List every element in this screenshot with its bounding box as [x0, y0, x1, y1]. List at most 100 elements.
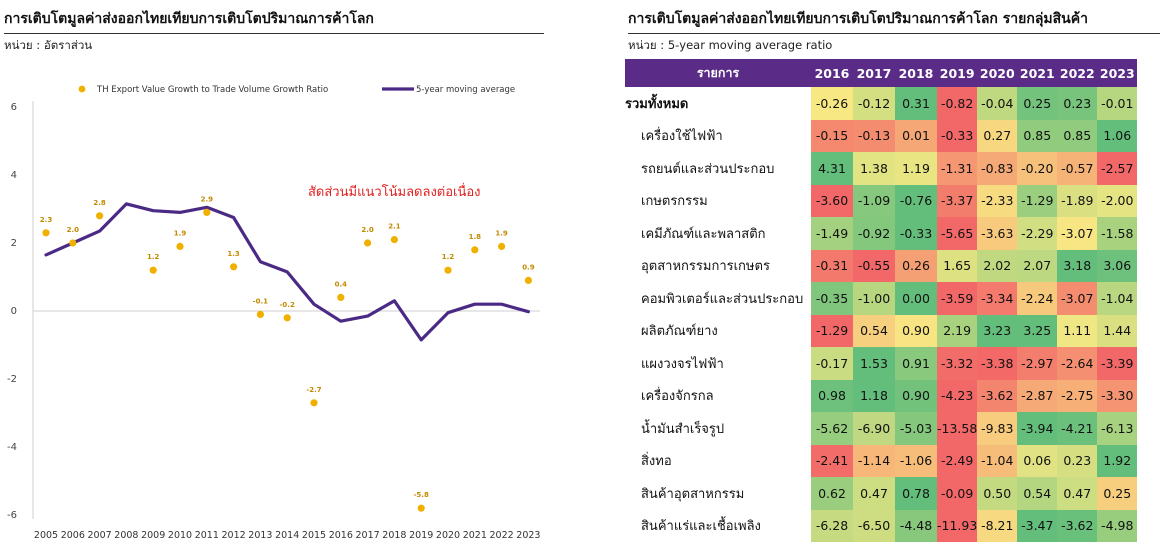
- x-tick-label: 2019: [409, 530, 433, 541]
- row-label: รวมทั้งหมด: [625, 87, 811, 120]
- heatmap-value-cell: 0.31: [895, 87, 937, 120]
- legend-scatter-marker: [78, 85, 86, 93]
- right-table-unit: หน่วย : 5-year moving average ratio: [628, 38, 833, 52]
- row-label: สินค้าอุตสาหกรรม: [625, 477, 811, 510]
- row-label: คอมพิวเตอร์และส่วนประกอบ: [625, 282, 811, 315]
- heatmap-value-cell: 1.18: [853, 379, 895, 412]
- ratio-point: [524, 276, 533, 284]
- point-data-label: 1.8: [469, 233, 482, 241]
- trend-annotation: สัดส่วนมีแนวโน้มลดลงต่อเนื่อง: [308, 183, 481, 200]
- ratio-point: [471, 246, 479, 254]
- year-header-cell: 2023: [1097, 59, 1138, 87]
- point-data-label: 2.0: [361, 226, 374, 234]
- legend-scatter-label: TH Export Value Growth to Trade Volume G…: [96, 85, 328, 95]
- heatmap-value-cell: -2.41: [811, 444, 853, 477]
- x-tick-label: 2014: [275, 530, 299, 541]
- heatmap-value-cell: 0.98: [811, 379, 853, 412]
- heatmap-value-cell: -1.06: [895, 444, 937, 477]
- heatmap-value-cell: 0.90: [895, 379, 937, 412]
- heatmap-value-cell: -1.04: [1097, 282, 1138, 315]
- x-tick-label: 2018: [382, 530, 406, 541]
- x-tick-label: 2021: [463, 530, 487, 541]
- left-chart-title: การเติบโตมูลค่าส่งออกไทยเทียบการเติบโตปร…: [4, 11, 374, 27]
- heatmap-value-cell: -0.12: [853, 87, 895, 120]
- heatmap-row: สินค้าแร่และเชื้อเพลิง -6.28 -6.50 -4.48 -11…: [625, 509, 1138, 542]
- y-tick-label: -2: [7, 374, 17, 385]
- heatmap-value-cell: -2.24: [1017, 282, 1058, 315]
- heatmap-value-cell: -3.60: [811, 184, 853, 217]
- heatmap-value-cell: -2.87: [1017, 379, 1058, 412]
- heatmap-value-cell: -3.38: [977, 347, 1018, 380]
- ratio-point: [310, 399, 318, 407]
- heatmap-value-cell: -1.14: [853, 444, 895, 477]
- left-chart-panel: การเติบโตมูลค่าส่งออกไทยเทียบการเติบโตปร…: [0, 0, 548, 551]
- heatmap-value-cell: 0.50: [977, 477, 1018, 510]
- row-label: รถยนต์และส่วนประกอบ: [625, 152, 811, 185]
- heatmap-value-cell: 1.11: [1057, 314, 1098, 347]
- heatmap-value-cell: -3.59: [937, 282, 978, 315]
- heatmap-value-cell: -3.47: [1017, 509, 1058, 542]
- heatmap-row: รวมทั้งหมด -0.26 -0.12 0.31 -0.82 -0.04 0.25 0.…: [625, 87, 1138, 120]
- heatmap-value-cell: 0.25: [1097, 477, 1138, 510]
- heatmap-value-cell: 0.91: [895, 347, 937, 380]
- point-data-label: -5.8: [414, 491, 429, 499]
- heatmap-value-cell: -3.63: [977, 217, 1018, 250]
- heatmap-value-cell: -0.35: [811, 282, 853, 315]
- heatmap-value-cell: -0.76: [895, 184, 937, 217]
- heatmap-value-cell: -0.13: [853, 119, 895, 152]
- heatmap-row: เครื่องใช้ไฟฟ้า -0.15 -0.13 0.01 -0.33 0.27 0.…: [625, 119, 1138, 152]
- row-label: ผลิตภัณฑ์ยาง: [625, 314, 811, 347]
- ratio-point: [256, 310, 264, 318]
- row-label: สิ่งทอ: [625, 444, 811, 477]
- heatmap-value-cell: -2.97: [1017, 347, 1058, 380]
- ratio-point: [69, 239, 77, 247]
- x-tick-label: 2020: [436, 530, 460, 541]
- point-data-label: -2.7: [306, 386, 321, 394]
- year-header-cell: 2017: [853, 59, 895, 87]
- heatmap-value-cell: 2.19: [937, 314, 978, 347]
- y-tick-label: 2: [11, 238, 17, 249]
- x-tick-label: 2005: [34, 530, 58, 541]
- heatmap-value-cell: 0.85: [1017, 119, 1058, 152]
- point-data-label: 0.4: [335, 280, 348, 288]
- ratio-point: [176, 242, 184, 250]
- heatmap-value-cell: -1.09: [853, 184, 895, 217]
- heatmap-value-cell: 0.06: [1017, 444, 1058, 477]
- heatmap-value-cell: -13.58: [937, 412, 978, 445]
- heatmap-value-cell: -2.57: [1097, 152, 1138, 185]
- heatmap-value-cell: 2.07: [1017, 249, 1058, 282]
- heatmap-row: รถยนต์และส่วนประกอบ 4.31 1.38 1.19 -1.31 -0.8…: [625, 152, 1138, 185]
- heatmap-value-cell: 2.02: [977, 249, 1018, 282]
- heatmap-value-cell: -1.58: [1097, 217, 1138, 250]
- x-tick-label: 2022: [490, 530, 514, 541]
- heatmap-value-cell: 1.38: [853, 152, 895, 185]
- point-data-label: 2.8: [93, 199, 106, 207]
- point-data-label: 1.3: [227, 250, 240, 258]
- heatmap-value-cell: -1.49: [811, 217, 853, 250]
- heatmap-row: คอมพิวเตอร์และส่วนประกอบ -0.35 -1.00 0.00 -3…: [625, 282, 1138, 315]
- heatmap-value-cell: -0.04: [977, 87, 1018, 120]
- x-tick-label: 2008: [114, 530, 138, 541]
- heatmap-value-cell: 0.23: [1057, 87, 1098, 120]
- year-header-cell: 2020: [977, 59, 1018, 87]
- heatmap-value-cell: -4.48: [895, 509, 937, 542]
- point-data-label: 1.9: [495, 229, 508, 237]
- point-data-label: -0.1: [253, 297, 268, 305]
- ratio-point: [42, 229, 50, 237]
- heatmap-value-cell: 0.01: [895, 119, 937, 152]
- heatmap-value-cell: -0.17: [811, 347, 853, 380]
- right-title-divider: [628, 33, 1160, 34]
- year-header-cell: 2021: [1017, 59, 1058, 87]
- heatmap-value-cell: 0.25: [1017, 87, 1058, 120]
- x-tick-label: 2023: [516, 530, 540, 541]
- year-header-cell: 2022: [1057, 59, 1098, 87]
- heatmap-value-cell: 0.54: [853, 314, 895, 347]
- row-label: เคมีภัณฑ์และพลาสติก: [625, 217, 811, 250]
- heatmap-value-cell: 4.31: [811, 152, 853, 185]
- heatmap-value-cell: 1.44: [1097, 314, 1138, 347]
- heatmap-value-cell: 1.06: [1097, 119, 1138, 152]
- moving-average-line: [44, 202, 530, 342]
- x-tick-label: 2013: [248, 530, 272, 541]
- ratio-point: [498, 242, 506, 250]
- heatmap-value-cell: -0.26: [811, 87, 853, 120]
